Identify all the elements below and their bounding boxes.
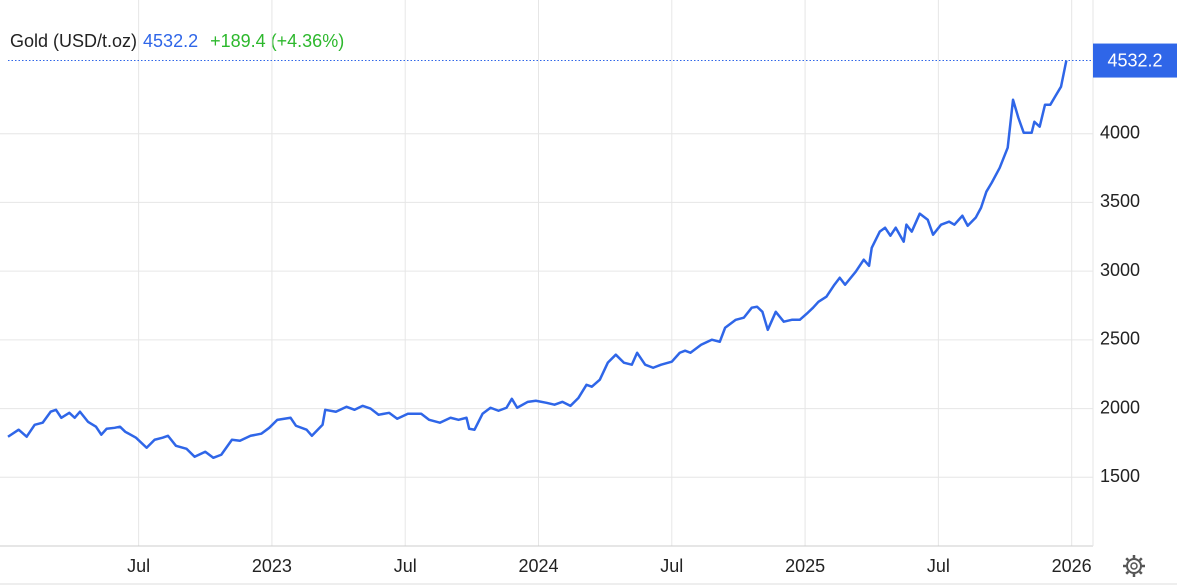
x-tick-label: Jul (660, 556, 683, 576)
header-change: +189.4 (+4.36%) (210, 31, 344, 51)
x-tick-label: 2023 (252, 556, 292, 576)
y-tick-label: 2000 (1100, 397, 1140, 417)
gear-teeth (1123, 555, 1145, 577)
gear-ring (1126, 558, 1142, 574)
y-tick-label: 2500 (1100, 329, 1140, 349)
header-price: 4532.2 (143, 31, 198, 51)
x-tick-label: 2024 (518, 556, 558, 576)
y-tick-label: 3000 (1100, 260, 1140, 280)
y-tick-label: 3500 (1100, 191, 1140, 211)
settings-icon[interactable] (1123, 555, 1145, 577)
last-price-box (1093, 43, 1177, 78)
chart-title: Gold (USD/t.oz) (10, 31, 137, 51)
x-tick-label: Jul (394, 556, 417, 576)
y-tick-label: 1500 (1100, 466, 1140, 486)
last-price-label: 4532.2 (1107, 50, 1162, 70)
x-tick-label: 2026 (1052, 556, 1092, 576)
x-tick-label: 2025 (785, 556, 825, 576)
y-tick-label: 4000 (1100, 122, 1140, 142)
gear-hub (1130, 562, 1138, 570)
x-tick-label: Jul (927, 556, 950, 576)
x-tick-label: Jul (127, 556, 150, 576)
price-line (7, 60, 1068, 460)
